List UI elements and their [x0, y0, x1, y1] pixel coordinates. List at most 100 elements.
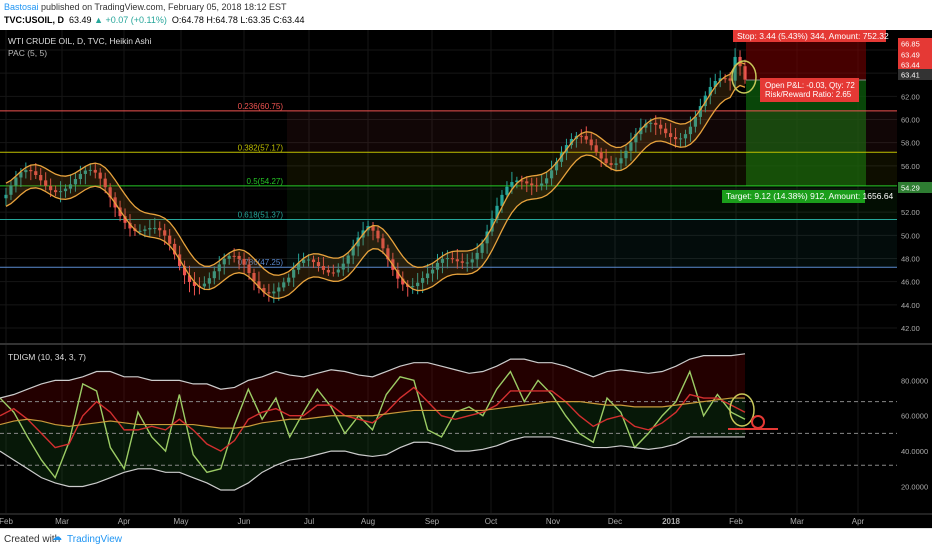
candle-body: [9, 185, 13, 195]
candle-body: [282, 282, 286, 288]
candle-body: [232, 255, 236, 257]
candle-body: [554, 161, 559, 171]
candle-body: [316, 262, 321, 267]
candle-body: [545, 178, 549, 184]
candle-body: [148, 228, 152, 230]
pac-lower: [5, 84, 746, 300]
stop-label-bg: [733, 30, 886, 42]
candle-body: [331, 272, 335, 274]
fib-label: 0.5(54.27): [247, 177, 284, 186]
time-axis: Feb Mar Apr May Jun Jul Aug Sep Oct Nov Dec 2018 Feb…: [0, 513, 932, 526]
tradingview-link[interactable]: TradingView: [67, 534, 123, 545]
candle-body: [14, 177, 18, 186]
candle-body: [416, 282, 420, 287]
candle-body: [445, 258, 450, 260]
candle-body: [351, 246, 355, 256]
candle-body: [311, 259, 316, 263]
candle-body: [68, 184, 73, 189]
tdi-rsi-line: [0, 369, 746, 480]
candle-body: [168, 235, 172, 244]
author-link[interactable]: Bastosai: [4, 2, 39, 12]
tdi-tick-label: 20.0000: [901, 482, 928, 491]
time-tick-label: Aug: [361, 517, 375, 526]
target-label: Target: 9.12 (14.38%) 912, Amount: 1656.…: [726, 191, 894, 201]
candle-body: [629, 142, 633, 151]
highlight-circle-price: [731, 60, 757, 94]
candle-body: [599, 152, 603, 159]
candle-body: [540, 183, 544, 186]
time-tick-label: Oct: [485, 517, 498, 526]
price-tick-label: 44.00: [901, 301, 920, 310]
tdi-base-line: [0, 397, 745, 429]
price-tick-label: 50.00: [901, 231, 920, 240]
candle-body: [44, 180, 48, 186]
candle-body: [673, 136, 678, 140]
tdi-tick-label: 60.0000: [901, 412, 928, 421]
candle-body: [346, 255, 350, 264]
candle-body: [530, 183, 534, 186]
candle-body: [559, 153, 564, 162]
candle-body: [182, 265, 187, 276]
candle-body: [678, 138, 683, 140]
quote-line: TVC:USOIL, D 63.49 ▲ +0.07 (+0.11%) O:64…: [4, 15, 304, 25]
pac-upper: [5, 61, 746, 276]
candle-body: [614, 163, 618, 165]
time-tick-label: Dec: [608, 517, 622, 526]
candle-body: [143, 229, 147, 231]
candle-body: [460, 261, 464, 263]
candle-body: [262, 288, 266, 293]
candle-body: [411, 286, 415, 288]
candle-body: [485, 231, 489, 244]
tdi-tick-label: 80.0000: [901, 376, 928, 385]
fib-band: [287, 152, 897, 186]
candle-body: [163, 230, 167, 236]
time-tick-label: Mar: [790, 517, 804, 526]
tdi-lower-zone: [0, 398, 745, 491]
publish-info: published on TradingView.com, February 0…: [38, 2, 287, 12]
candle-body: [39, 175, 43, 181]
stop-zone: [746, 40, 866, 81]
candle-body: [733, 56, 737, 81]
trading-chart[interactable]: 0.236(60.75) 0.382(57.17) 0.5(54.27) 0.618(…: [0, 30, 932, 528]
candle-body: [708, 86, 712, 96]
candle-body: [688, 126, 693, 135]
time-tick-label: Jul: [304, 517, 314, 526]
price-tag-bg: [898, 49, 932, 60]
tdi-pane: [0, 353, 897, 491]
candle-body: [505, 186, 509, 195]
candle-body: [272, 291, 276, 294]
candle-body: [525, 181, 529, 184]
time-tick-label: Jun: [238, 517, 251, 526]
candle-body: [153, 227, 157, 229]
candle-body: [579, 135, 583, 137]
candle-body: [192, 282, 197, 286]
candle-body: [108, 187, 112, 198]
publish-line: Bastosai published on TradingView.com, F…: [4, 2, 287, 12]
price-tick-label: 42.00: [901, 324, 920, 333]
price-tick-label: 62.00: [901, 92, 920, 101]
candle-body: [222, 258, 226, 265]
candle-body: [609, 163, 613, 165]
candle-body: [604, 158, 608, 164]
candle-body: [455, 259, 459, 262]
tdi-lower-band: [0, 436, 745, 491]
candle-body: [495, 205, 499, 219]
price-tick-label: 48.00: [901, 255, 920, 264]
candle-body: [435, 262, 440, 270]
candle-body: [500, 194, 504, 206]
candle-body: [624, 150, 628, 159]
time-tick-label: Apr: [118, 517, 131, 526]
candle-body: [63, 188, 68, 192]
candle-body: [659, 124, 663, 129]
candle-body: [698, 106, 702, 117]
candle-body: [649, 122, 653, 124]
price-tick-label: 52.00: [901, 208, 920, 217]
ohlc-values: O:64.78 H:64.78 L:63.35 C:63.44: [171, 15, 305, 25]
candle-body: [401, 278, 405, 285]
candle-body: [24, 170, 28, 173]
price-tag-label: 66.85: [901, 40, 920, 49]
price-tag-bg: [898, 38, 932, 49]
candle-body: [475, 252, 479, 260]
pnl-label: Risk/Reward Ratio: 2.65: [765, 90, 852, 99]
candle-body: [4, 194, 8, 199]
